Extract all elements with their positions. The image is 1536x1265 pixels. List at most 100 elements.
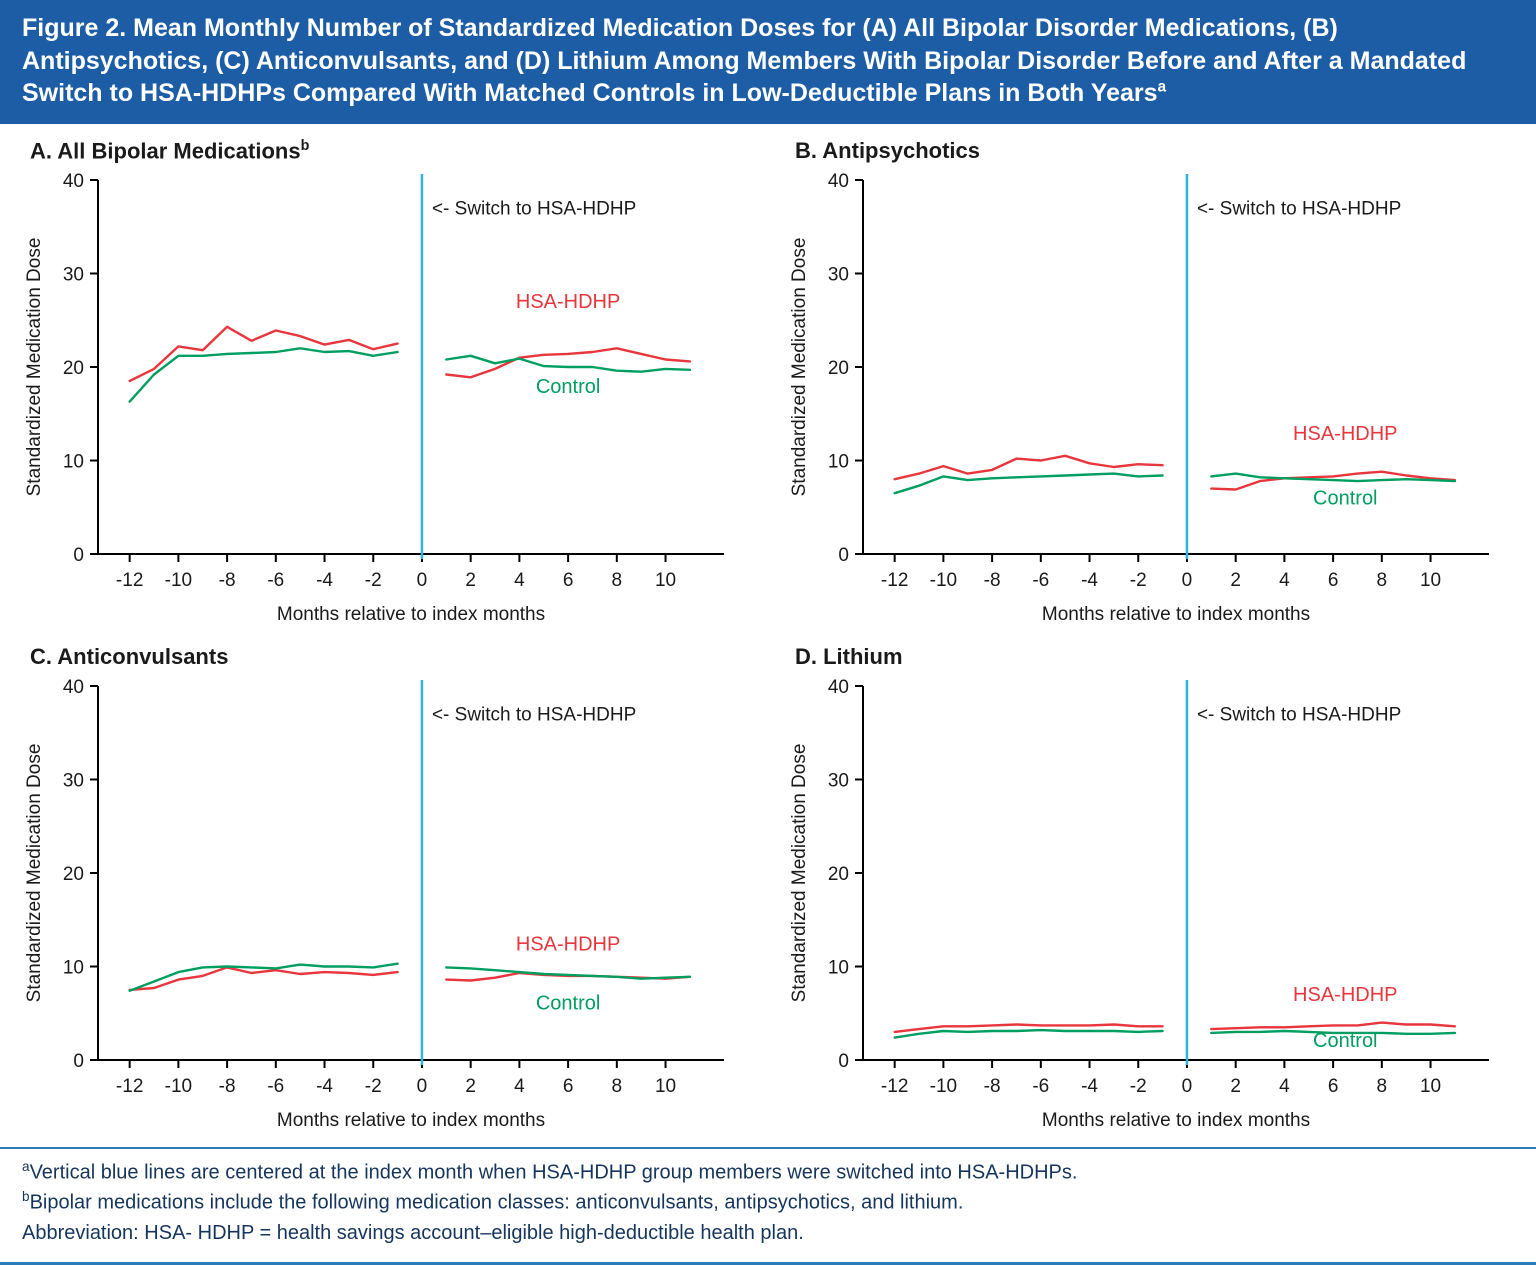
x-tick-label: -2	[1130, 1076, 1147, 1097]
x-tick-label: 8	[1377, 570, 1388, 591]
panel-a-chart: 0 10 20 30 40 -12 -10 -8 -6 -4 -2 0 2 4 6 8 10 Standardiz…	[24, 171, 724, 625]
y-axis-label: Standardized Medication Dose	[789, 743, 810, 1002]
series-line-control	[1210, 1029, 1457, 1035]
figure-title-superscript: a	[1157, 78, 1167, 96]
panel-d-title: D. Lithium	[795, 644, 1530, 670]
figure-title-banner: Figure 2. Mean Monthly Number of Standar…	[0, 0, 1536, 124]
x-tick-label: 2	[1230, 570, 1241, 591]
footnote-abbreviation: Abbreviation: HSA- HDHP = health savings…	[22, 1218, 1514, 1248]
y-tick-label: 20	[828, 864, 849, 885]
series-line-hsa-hdhp	[128, 325, 399, 383]
x-axis-label: Months relative to index months	[1042, 1110, 1310, 1131]
charts-grid: A. All Bipolar Medicationsb 0 10 20 30 40 -12…	[0, 124, 1536, 1140]
panel-d-chart: 0 10 20 30 40 -12 -10 -8 -6 -4 -2 0 2 4 6 8 10 Standardiz…	[789, 677, 1489, 1131]
x-tick-label: -4	[1081, 570, 1098, 591]
y-tick-label: 10	[828, 957, 849, 978]
x-tick-label: 4	[514, 1076, 525, 1097]
panel-a-title: A. All Bipolar Medicationsb	[30, 138, 765, 164]
y-tick-label: 30	[828, 264, 849, 285]
series-line-hsa-hdhp	[1210, 470, 1457, 491]
x-tick-label: -8	[219, 570, 236, 591]
y-tick-label: 0	[838, 1051, 849, 1072]
y-tick-label: 20	[63, 864, 84, 885]
x-tick-label: 4	[1279, 570, 1290, 591]
series-label-hsa-hdhp: HSA-HDHP	[516, 291, 620, 313]
y-tick-label: 10	[63, 957, 84, 978]
x-tick-label: -4	[316, 570, 333, 591]
y-tick-label: 40	[63, 171, 84, 192]
x-tick-label: -4	[316, 1076, 333, 1097]
series-line-control	[893, 1028, 1164, 1039]
series-line-control	[893, 471, 1164, 494]
panel-a: A. All Bipolar Medicationsb 0 10 20 30 40 -12…	[10, 128, 765, 634]
panel-c-chart: 0 10 20 30 40 -12 -10 -8 -6 -4 -2 0 2 4 6 8 10 Standardiz…	[24, 677, 724, 1131]
panel-d-title-text: D. Lithium	[795, 643, 903, 669]
panel-b: B. Antipsychotics 0 10 20 30 40 -12 -10 -8 -6 -4-…	[775, 128, 1530, 634]
x-tick-label: -10	[165, 570, 192, 591]
series-line-hsa-hdhp	[893, 454, 1164, 480]
x-tick-label: -2	[365, 570, 382, 591]
x-tick-label: -2	[365, 1076, 382, 1097]
footnote-b: bBipolar medications include the followi…	[22, 1187, 1514, 1218]
panel-b-title: B. Antipsychotics	[795, 138, 1530, 164]
panel-c-title: C. Anticonvulsants	[30, 644, 765, 670]
series-line-hsa-hdhp	[128, 966, 399, 991]
y-axis-label: Standardized Medication Dose	[24, 743, 45, 1002]
y-tick-label: 0	[73, 1051, 84, 1072]
y-axis-label: Standardized Medication Dose	[789, 237, 810, 496]
x-tick-label: 4	[1279, 1076, 1290, 1097]
x-tick-label: 4	[514, 570, 525, 591]
x-tick-label: -10	[165, 1076, 192, 1097]
series-label-control: Control	[536, 992, 600, 1014]
series-line-hsa-hdhp	[1210, 1021, 1457, 1031]
x-tick-label: 8	[612, 570, 623, 591]
switch-annotation: <- Switch to HSA-HDHP	[432, 198, 636, 219]
series-line-control	[445, 354, 692, 373]
footnote-a: aVertical blue lines are centered at the…	[22, 1157, 1514, 1188]
panel-b-title-text: B. Antipsychotics	[795, 137, 980, 163]
x-tick-label: 0	[417, 570, 428, 591]
x-tick-label: 10	[1420, 1076, 1441, 1097]
series-line-control	[128, 962, 399, 992]
footnote-a-text: Vertical blue lines are centered at the …	[29, 1161, 1078, 1184]
x-tick-label: -2	[1130, 570, 1147, 591]
y-tick-label: 40	[63, 677, 84, 698]
x-tick-label: 10	[655, 1076, 676, 1097]
x-tick-label: 8	[612, 1076, 623, 1097]
x-tick-label: -10	[930, 1076, 957, 1097]
x-tick-label: 6	[563, 570, 574, 591]
x-tick-label: -4	[1081, 1076, 1098, 1097]
y-tick-label: 30	[828, 770, 849, 791]
x-tick-label: -8	[219, 1076, 236, 1097]
footnote-a-superscript: a	[22, 1158, 30, 1174]
x-tick-label: -8	[984, 570, 1001, 591]
x-tick-label: -6	[1032, 1076, 1049, 1097]
series-line-hsa-hdhp	[445, 346, 692, 379]
x-tick-label: -12	[116, 570, 143, 591]
footnote-b-superscript: b	[22, 1189, 30, 1205]
footnotes: aVertical blue lines are centered at the…	[0, 1146, 1536, 1265]
x-tick-label: 2	[465, 1076, 476, 1097]
x-axis-label: Months relative to index months	[277, 604, 545, 625]
y-tick-label: 10	[63, 451, 84, 472]
figure-title: Figure 2. Mean Monthly Number of Standar…	[22, 14, 1467, 107]
series-label-control: Control	[1313, 487, 1377, 509]
series-label-control: Control	[536, 376, 600, 398]
y-tick-label: 30	[63, 770, 84, 791]
y-tick-label: 10	[828, 451, 849, 472]
switch-annotation: <- Switch to HSA-HDHP	[432, 704, 636, 725]
y-tick-label: 40	[828, 171, 849, 192]
x-tick-label: -10	[930, 570, 957, 591]
y-axis-label: Standardized Medication Dose	[24, 237, 45, 496]
panel-a-title-text: A. All Bipolar Medications	[30, 137, 301, 163]
x-axis-label: Months relative to index months	[1042, 604, 1310, 625]
x-tick-label: -12	[116, 1076, 143, 1097]
y-tick-label: 0	[73, 545, 84, 566]
y-tick-label: 0	[838, 545, 849, 566]
y-tick-label: 40	[828, 677, 849, 698]
switch-annotation: <- Switch to HSA-HDHP	[1197, 704, 1401, 725]
series-label-hsa-hdhp: HSA-HDHP	[1293, 984, 1397, 1006]
y-tick-label: 20	[63, 358, 84, 379]
x-axis-label: Months relative to index months	[277, 1110, 545, 1131]
